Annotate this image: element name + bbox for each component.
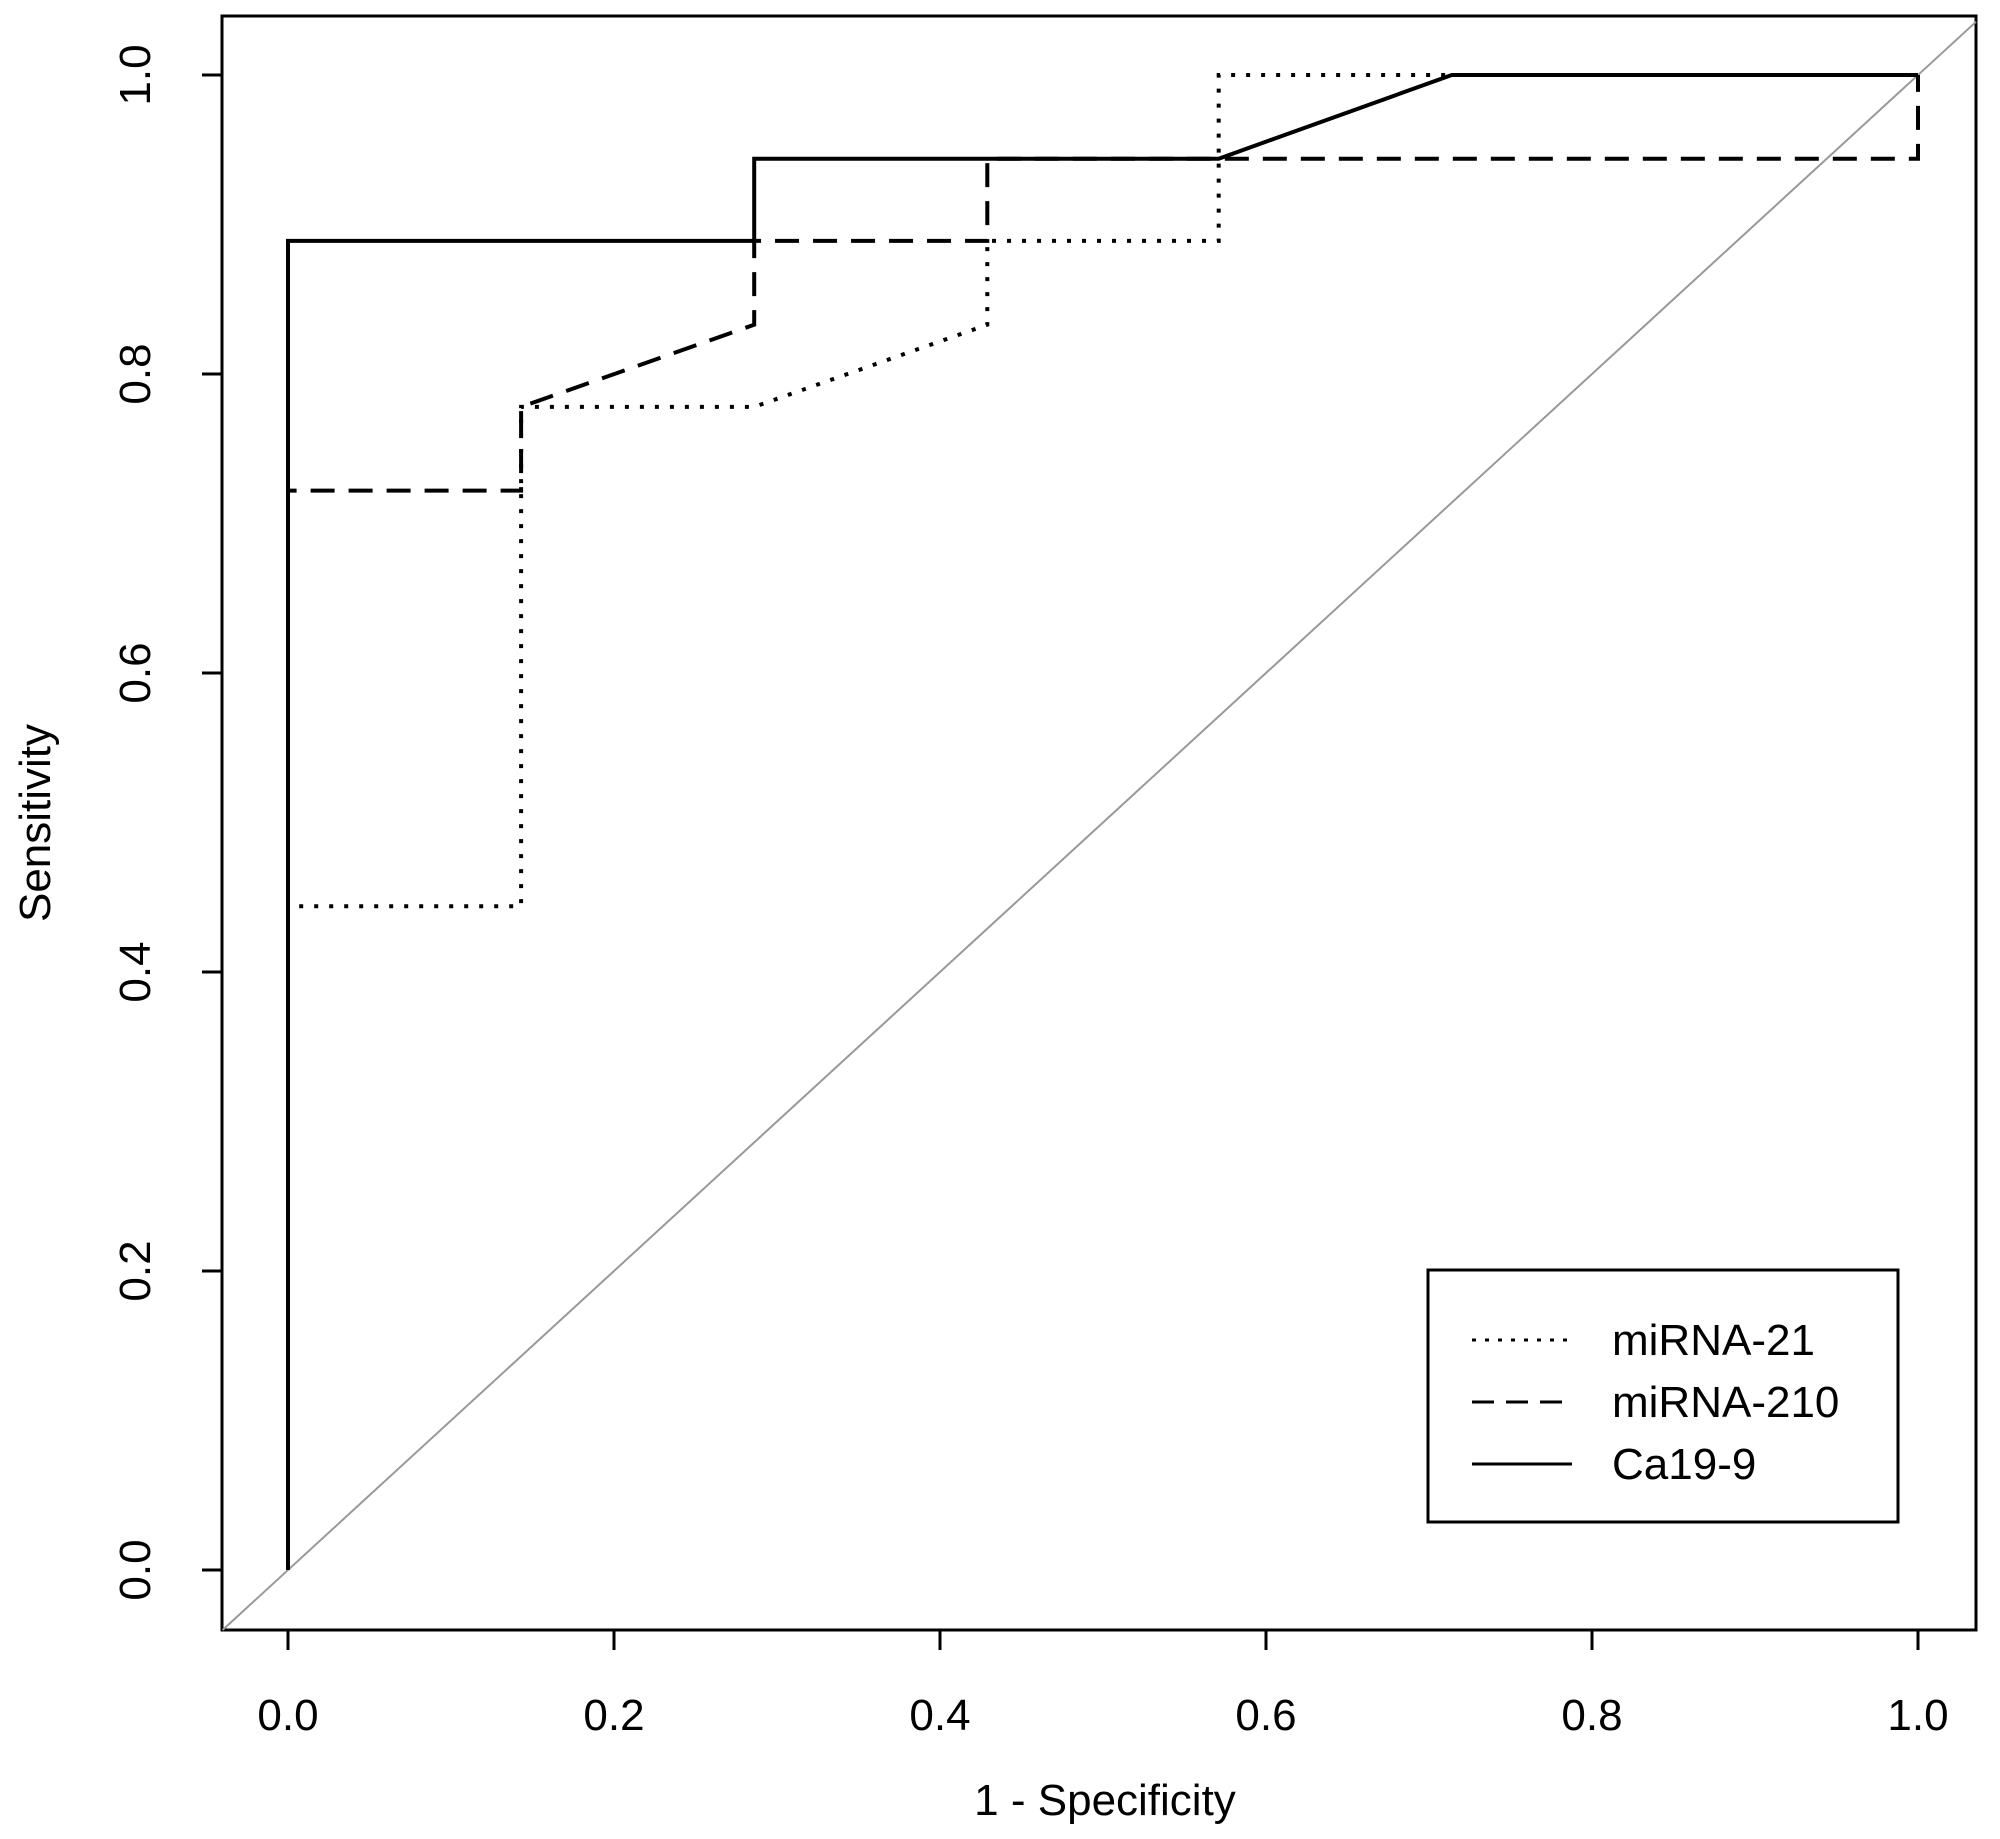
- legend-box: [1426, 1268, 1900, 1524]
- legend-label: miRNA-210: [1612, 1378, 1839, 1427]
- y-tick-label: 1.0: [111, 44, 160, 105]
- x-tick-label: 0.8: [1561, 1691, 1622, 1740]
- y-tick-label: 0.6: [111, 642, 160, 703]
- legend-label: Ca19-9: [1612, 1440, 1756, 1489]
- x-tick-label: 0.2: [583, 1691, 644, 1740]
- series-line-mirna-21: [286, 73, 1918, 1570]
- series-line-mirna-210: [286, 75, 1920, 1570]
- y-tick-label: 0.8: [111, 343, 160, 404]
- x-axis-title: 1 - Specificity: [974, 1776, 1236, 1825]
- legend: miRNA-21 miRNA-210 Ca19-9: [1426, 1268, 1900, 1524]
- x-tick-label: 0.6: [1235, 1691, 1296, 1740]
- y-axis-title: Sensitivity: [11, 724, 60, 922]
- x-tick-label: 0.4: [909, 1691, 970, 1740]
- legend-label: miRNA-21: [1612, 1316, 1815, 1365]
- x-axis: 0.0 0.2 0.4 0.6 0.8 1.0: [257, 1628, 1949, 1740]
- x-tick-label: 0.0: [257, 1691, 318, 1740]
- series-line-ca19-9: [286, 73, 1918, 1570]
- series-layer: [286, 73, 1920, 1570]
- x-tick-label: 1.0: [1887, 1691, 1948, 1740]
- y-tick-label: 0.0: [111, 1539, 160, 1600]
- reference-layer: [221, 21, 1977, 1631]
- reference-diagonal-line: [221, 21, 1977, 1631]
- y-tick-label: 0.2: [111, 1240, 160, 1301]
- y-axis: 0.0 0.2 0.4 0.6 0.8 1.0: [111, 44, 224, 1601]
- y-tick-label: 0.4: [111, 941, 160, 1002]
